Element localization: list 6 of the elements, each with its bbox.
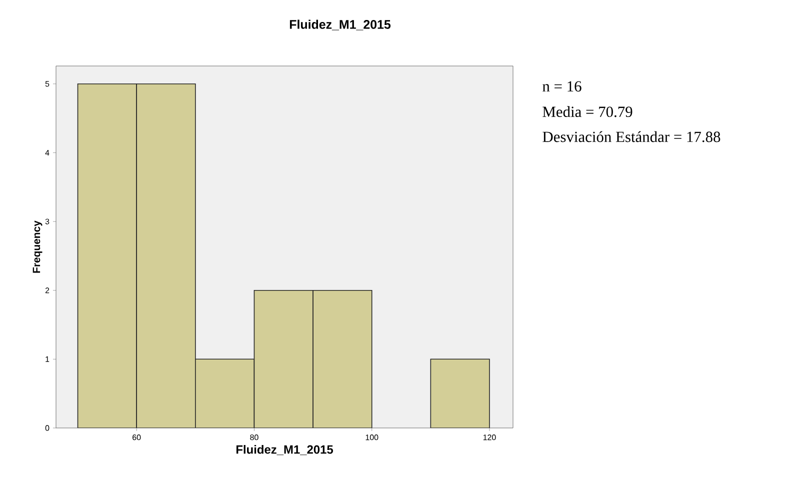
x-axis-title: Fluidez_M1_2015	[236, 444, 334, 456]
text: Media = 70.79	[542, 106, 632, 118]
text: Desviación Estándar = 17.88	[542, 131, 720, 142]
y-axis-title: Frequency	[32, 220, 42, 273]
chart-title: Fluidez_M1_2015	[290, 20, 391, 30]
text: n = 16	[542, 81, 582, 92]
